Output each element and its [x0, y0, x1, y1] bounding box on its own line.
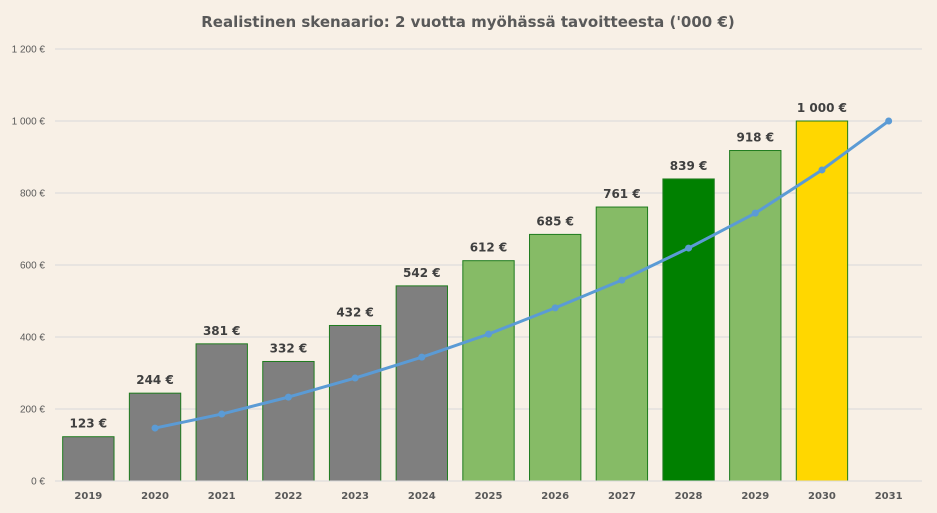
line-point — [551, 304, 559, 312]
x-tick-label: 2023 — [341, 491, 369, 502]
y-tick-label: 400 € — [20, 333, 45, 344]
x-axis: 2019 2020 2021 2022 2023 2024 2025 2026 2027 2028… — [55, 480, 922, 502]
x-tick-label: 2020 — [141, 491, 169, 502]
bar — [462, 260, 515, 482]
data-label: 381 € — [203, 324, 241, 338]
bar — [729, 150, 782, 482]
data-label: 432 € — [336, 305, 374, 319]
bar — [328, 324, 382, 482]
y-tick-label: 800 € — [20, 189, 45, 200]
line-point — [485, 330, 492, 338]
data-label: 612 € — [470, 241, 508, 255]
y-tick-label: 600 € — [20, 261, 45, 272]
bar-series — [62, 120, 849, 482]
y-axis: 0 € 200 € 400 € 600 € 800 € 1 000 € 1 200 € — [12, 45, 46, 488]
x-tick-label: 2029 — [741, 491, 769, 502]
line-point — [151, 424, 159, 432]
x-tick-label: 2019 — [74, 491, 102, 502]
x-tick-label: 2021 — [208, 491, 236, 502]
line-point — [218, 410, 226, 418]
target-line — [154, 119, 890, 430]
y-tick-label: 0 € — [31, 477, 45, 488]
x-tick-label: 2024 — [408, 491, 436, 502]
data-labels: 123 € 244 € 381 € 332 € 432 € 542 € 612 € 685 €… — [70, 101, 847, 431]
bar — [262, 360, 315, 482]
x-tick-label: 2027 — [608, 491, 636, 502]
data-label: 542 € — [403, 266, 441, 280]
chart-title: Realistinen skenaario: 2 vuotta myöhässä… — [201, 13, 735, 31]
x-tick-label: 2022 — [275, 491, 303, 502]
y-tick-label: 1 200 € — [12, 45, 46, 56]
y-tick-label: 1 000 € — [12, 117, 46, 128]
x-tick-label: 2028 — [675, 491, 703, 502]
x-tick-label: 2030 — [808, 491, 836, 502]
line-point — [351, 374, 359, 382]
x-tick-label: 2025 — [475, 491, 503, 502]
x-tick-label: 2031 — [875, 491, 903, 502]
y-tick-label: 200 € — [20, 405, 45, 416]
line-point — [284, 393, 292, 401]
data-label: 1 000 € — [797, 101, 847, 115]
line-point — [751, 209, 759, 217]
bar — [595, 206, 649, 482]
line-series — [151, 117, 893, 432]
bar — [395, 285, 448, 482]
line-point — [685, 244, 693, 252]
data-label: 761 € — [603, 187, 641, 201]
data-label: 332 € — [270, 341, 308, 355]
bar — [128, 392, 182, 482]
bar — [62, 436, 115, 482]
data-label: 685 € — [536, 214, 574, 228]
data-label: 918 € — [736, 131, 774, 145]
line-point — [618, 276, 626, 284]
line-point — [885, 117, 893, 125]
line-point — [818, 166, 826, 174]
x-tick-label: 2026 — [541, 491, 569, 502]
bar — [529, 233, 582, 482]
data-label: 839 € — [670, 159, 708, 173]
data-label: 123 € — [70, 417, 108, 431]
line-point — [418, 353, 426, 361]
data-label: 244 € — [136, 373, 174, 387]
bar — [662, 178, 715, 482]
bar — [795, 120, 849, 482]
